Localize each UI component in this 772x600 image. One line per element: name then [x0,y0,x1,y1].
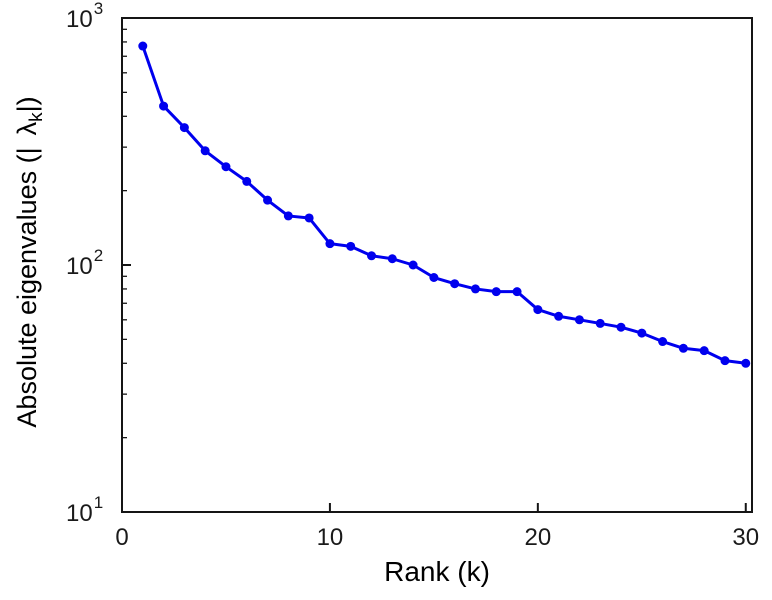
data-point [595,318,605,328]
data-point [533,305,543,315]
x-tick-label: 10 [317,524,344,551]
data-point [429,273,439,283]
data-point [678,343,688,353]
data-line [141,44,748,365]
y-axis-label: Absolute eigenvalues (| λk|) [12,96,48,427]
data-point [616,322,626,332]
data-point [221,162,231,172]
y-tick-label: 103 [66,0,103,33]
data-point [387,254,397,264]
data-point [574,315,584,325]
y-tick-label: 101 [66,493,103,527]
lambda-symbol: λ [11,121,42,136]
x-axis-label: Rank (k) [384,556,490,587]
data-point [159,101,169,111]
y-tick-label: 102 [66,246,103,280]
data-point [325,239,335,249]
y-axis-label-suffix: |) [11,96,42,113]
data-point [138,41,148,51]
data-point [637,328,647,338]
data-point [450,279,460,289]
data-point [283,211,293,221]
lambda-subscript: k [26,112,48,122]
data-point [367,251,377,261]
data-point [179,123,189,133]
data-point [304,213,314,223]
data-point [200,146,210,156]
plot-frame [121,17,753,513]
data-point [346,241,356,251]
x-tick-label: 20 [524,524,551,551]
x-tick-label: 0 [115,524,128,551]
data-point [242,176,252,186]
data-point [263,195,273,205]
data-point [470,284,480,294]
data-point [554,311,564,321]
data-point [658,337,668,347]
data-point [720,356,730,366]
data-point [491,287,501,297]
y-axis-label-prefix: Absolute eigenvalues (| [11,147,42,428]
data-point [512,287,522,297]
data-point [699,346,709,356]
x-tick-label: 30 [732,524,759,551]
data-point [741,358,751,368]
data-point [408,260,418,270]
